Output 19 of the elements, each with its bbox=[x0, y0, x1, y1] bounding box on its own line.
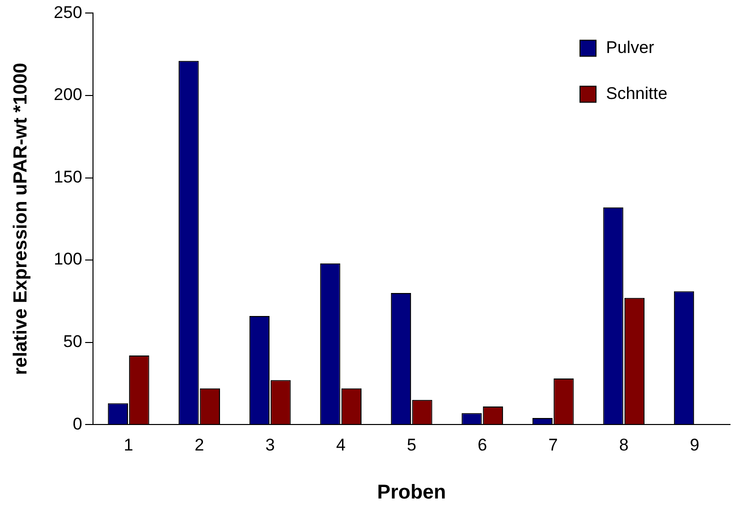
x-tick-label: 6 bbox=[478, 435, 488, 454]
y-tick-label: 100 bbox=[54, 250, 82, 269]
x-tick-label: 8 bbox=[619, 435, 629, 454]
y-tick-label: 200 bbox=[54, 85, 82, 104]
x-tick-label: 9 bbox=[690, 435, 700, 454]
x-tick-label: 2 bbox=[194, 435, 204, 454]
x-tick-label: 3 bbox=[265, 435, 275, 454]
y-tick-label: 50 bbox=[63, 332, 82, 352]
legend-label: Pulver bbox=[606, 38, 655, 57]
x-tick-label: 4 bbox=[336, 435, 346, 454]
legend-label: Schnitte bbox=[606, 84, 668, 103]
x-tick-label: 7 bbox=[548, 435, 558, 454]
y-tick-label: 0 bbox=[72, 414, 82, 434]
x-tick-label: 1 bbox=[124, 435, 134, 454]
x-tick-label: 5 bbox=[406, 435, 416, 454]
y-tick-label: 250 bbox=[54, 2, 82, 22]
y-axis-title: relative Expression uPAR-wt *1000 bbox=[10, 62, 32, 376]
y-tick-label: 150 bbox=[54, 167, 82, 186]
x-axis-title: Proben bbox=[377, 482, 446, 504]
